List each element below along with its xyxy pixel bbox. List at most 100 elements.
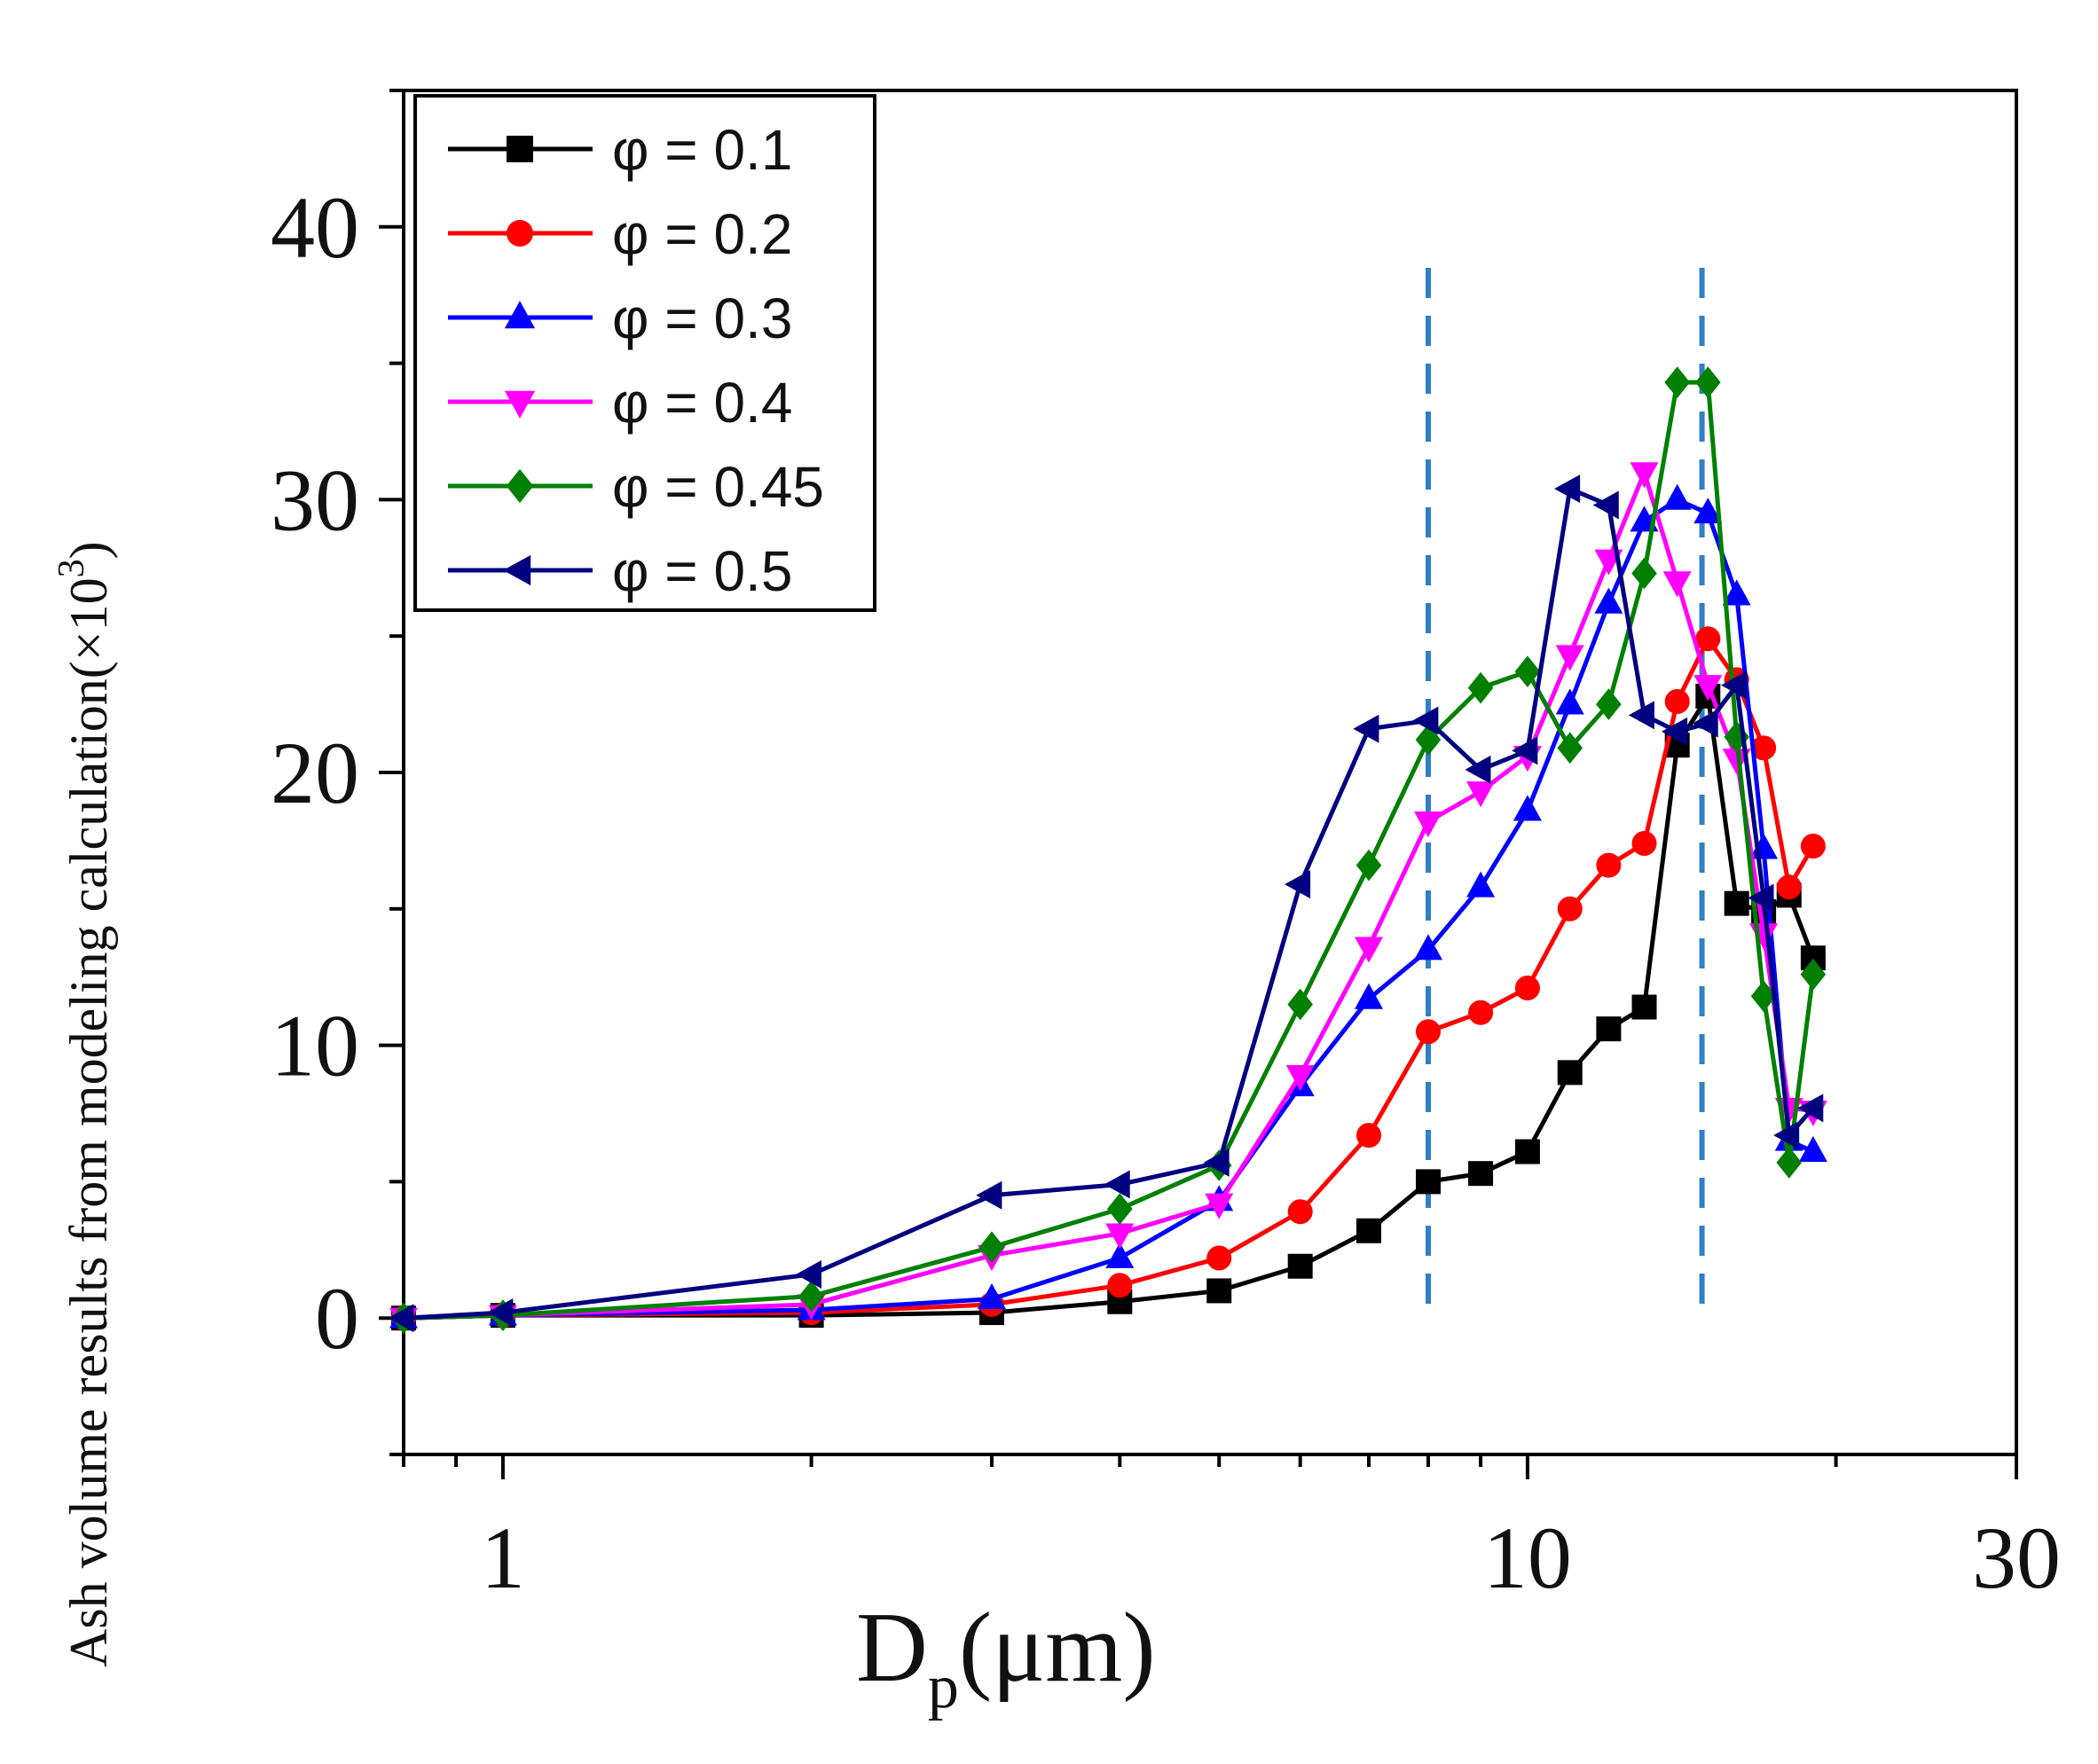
x-axis-label-main: D <box>856 1593 928 1703</box>
data-point <box>1662 717 1688 746</box>
data-point <box>1631 994 1657 1020</box>
series-3 <box>389 483 1827 1329</box>
series-line <box>403 497 1814 1321</box>
data-point <box>1724 890 1749 916</box>
legend-box <box>413 94 876 612</box>
data-point <box>1355 983 1384 1009</box>
data-point <box>1412 706 1439 735</box>
series-line <box>403 694 1816 1321</box>
data-point <box>1630 462 1659 489</box>
data-point <box>1662 571 1692 598</box>
data-point <box>1596 1016 1622 1042</box>
legend-label: φ = 0.2 <box>612 202 792 266</box>
y-tick-label: 0 <box>315 1269 359 1368</box>
legend-entry: φ = 0.1 <box>448 118 792 182</box>
data-point <box>1512 736 1538 765</box>
legend-entry: φ = 0.4 <box>448 371 792 435</box>
data-point <box>1514 1139 1540 1164</box>
data-point <box>1631 830 1657 856</box>
data-point <box>1355 849 1382 882</box>
data-point <box>1356 1123 1382 1149</box>
data-point <box>1664 689 1690 715</box>
data-point <box>1107 1193 1133 1226</box>
data-point <box>795 1259 822 1289</box>
series-6 <box>388 474 1824 1333</box>
data-point <box>1107 1273 1133 1298</box>
y-axis-ticks: 0 10 20 30 40 <box>271 89 404 1456</box>
y-axis-label-superscript: 3 <box>51 559 92 577</box>
data-point <box>1514 976 1540 1001</box>
data-point <box>1555 645 1584 671</box>
data-point <box>1693 498 1723 524</box>
data-point <box>1415 1169 1441 1195</box>
data-point <box>1353 714 1379 743</box>
data-point <box>1800 958 1827 991</box>
data-point <box>1513 795 1542 821</box>
legend-entry: φ = 0.5 <box>448 539 792 603</box>
legend-marker <box>504 301 536 329</box>
data-point <box>1105 1242 1135 1268</box>
x-tick-label: 1 <box>481 1509 525 1607</box>
data-point <box>1596 852 1622 878</box>
legend-marker <box>507 136 533 162</box>
data-point <box>1631 557 1657 590</box>
x-axis-ticks: 1 10 30 <box>402 1454 2061 1607</box>
data-point <box>1414 934 1442 960</box>
data-point <box>978 1231 1005 1264</box>
data-point <box>1628 701 1654 730</box>
data-point <box>1748 883 1774 913</box>
data-point <box>1465 755 1491 784</box>
legend-marker <box>503 554 531 586</box>
y-axis-label-end: ) <box>59 541 118 559</box>
legend-label: φ = 0.4 <box>612 371 792 435</box>
data-point <box>1800 834 1826 859</box>
data-point <box>1355 937 1384 963</box>
data-point <box>1776 1147 1803 1179</box>
legend-label: φ = 0.3 <box>612 286 792 350</box>
data-point <box>1664 366 1690 398</box>
data-point <box>1287 1253 1313 1279</box>
legend-label: φ = 0.45 <box>612 455 824 519</box>
data-point <box>1285 870 1311 899</box>
legend-entry: φ = 0.2 <box>448 202 792 266</box>
data-point <box>1776 874 1802 900</box>
y-axis-label-main: Ash volume results from modeling calcula… <box>59 577 118 1667</box>
y-axis-label: Ash volume results from modeling calcula… <box>51 541 118 1667</box>
y-tick-label: 30 <box>271 451 359 549</box>
series-line <box>403 380 1816 1321</box>
data-point <box>1415 724 1442 756</box>
legend-marker <box>507 220 533 247</box>
data-point <box>487 1298 514 1328</box>
data-point <box>1722 579 1751 606</box>
data-point <box>388 1304 414 1333</box>
data-point <box>1557 732 1583 764</box>
y-tick-label: 20 <box>271 724 359 822</box>
x-tick-label: 30 <box>1972 1509 2061 1607</box>
data-point <box>1206 1245 1232 1271</box>
data-point <box>1773 1121 1800 1150</box>
legend-entry: φ = 0.3 <box>448 286 792 350</box>
data-point <box>1555 688 1584 715</box>
data-point <box>1287 1199 1313 1225</box>
data-point <box>1554 474 1581 504</box>
data-point <box>1468 1000 1494 1025</box>
data-point <box>976 1180 1002 1210</box>
x-tick-label: 10 <box>1483 1509 1572 1607</box>
data-point <box>1594 587 1623 614</box>
data-point <box>1466 871 1496 898</box>
legend-label: φ = 0.5 <box>612 539 792 603</box>
data-point <box>1203 1148 1230 1177</box>
x-axis-label-unit: (μm) <box>959 1593 1156 1703</box>
legend-label: φ = 0.1 <box>612 118 792 182</box>
legend-entry: φ = 0.45 <box>448 455 824 519</box>
data-point <box>1287 988 1313 1021</box>
data-point <box>798 1280 824 1313</box>
data-point <box>1557 1060 1583 1086</box>
data-point <box>1468 1161 1494 1187</box>
data-point <box>1594 549 1623 576</box>
series-group <box>388 366 1827 1335</box>
data-point <box>1662 483 1692 510</box>
x-axis-label: Dp(μm) <box>856 1593 1156 1721</box>
data-point <box>1693 675 1723 702</box>
